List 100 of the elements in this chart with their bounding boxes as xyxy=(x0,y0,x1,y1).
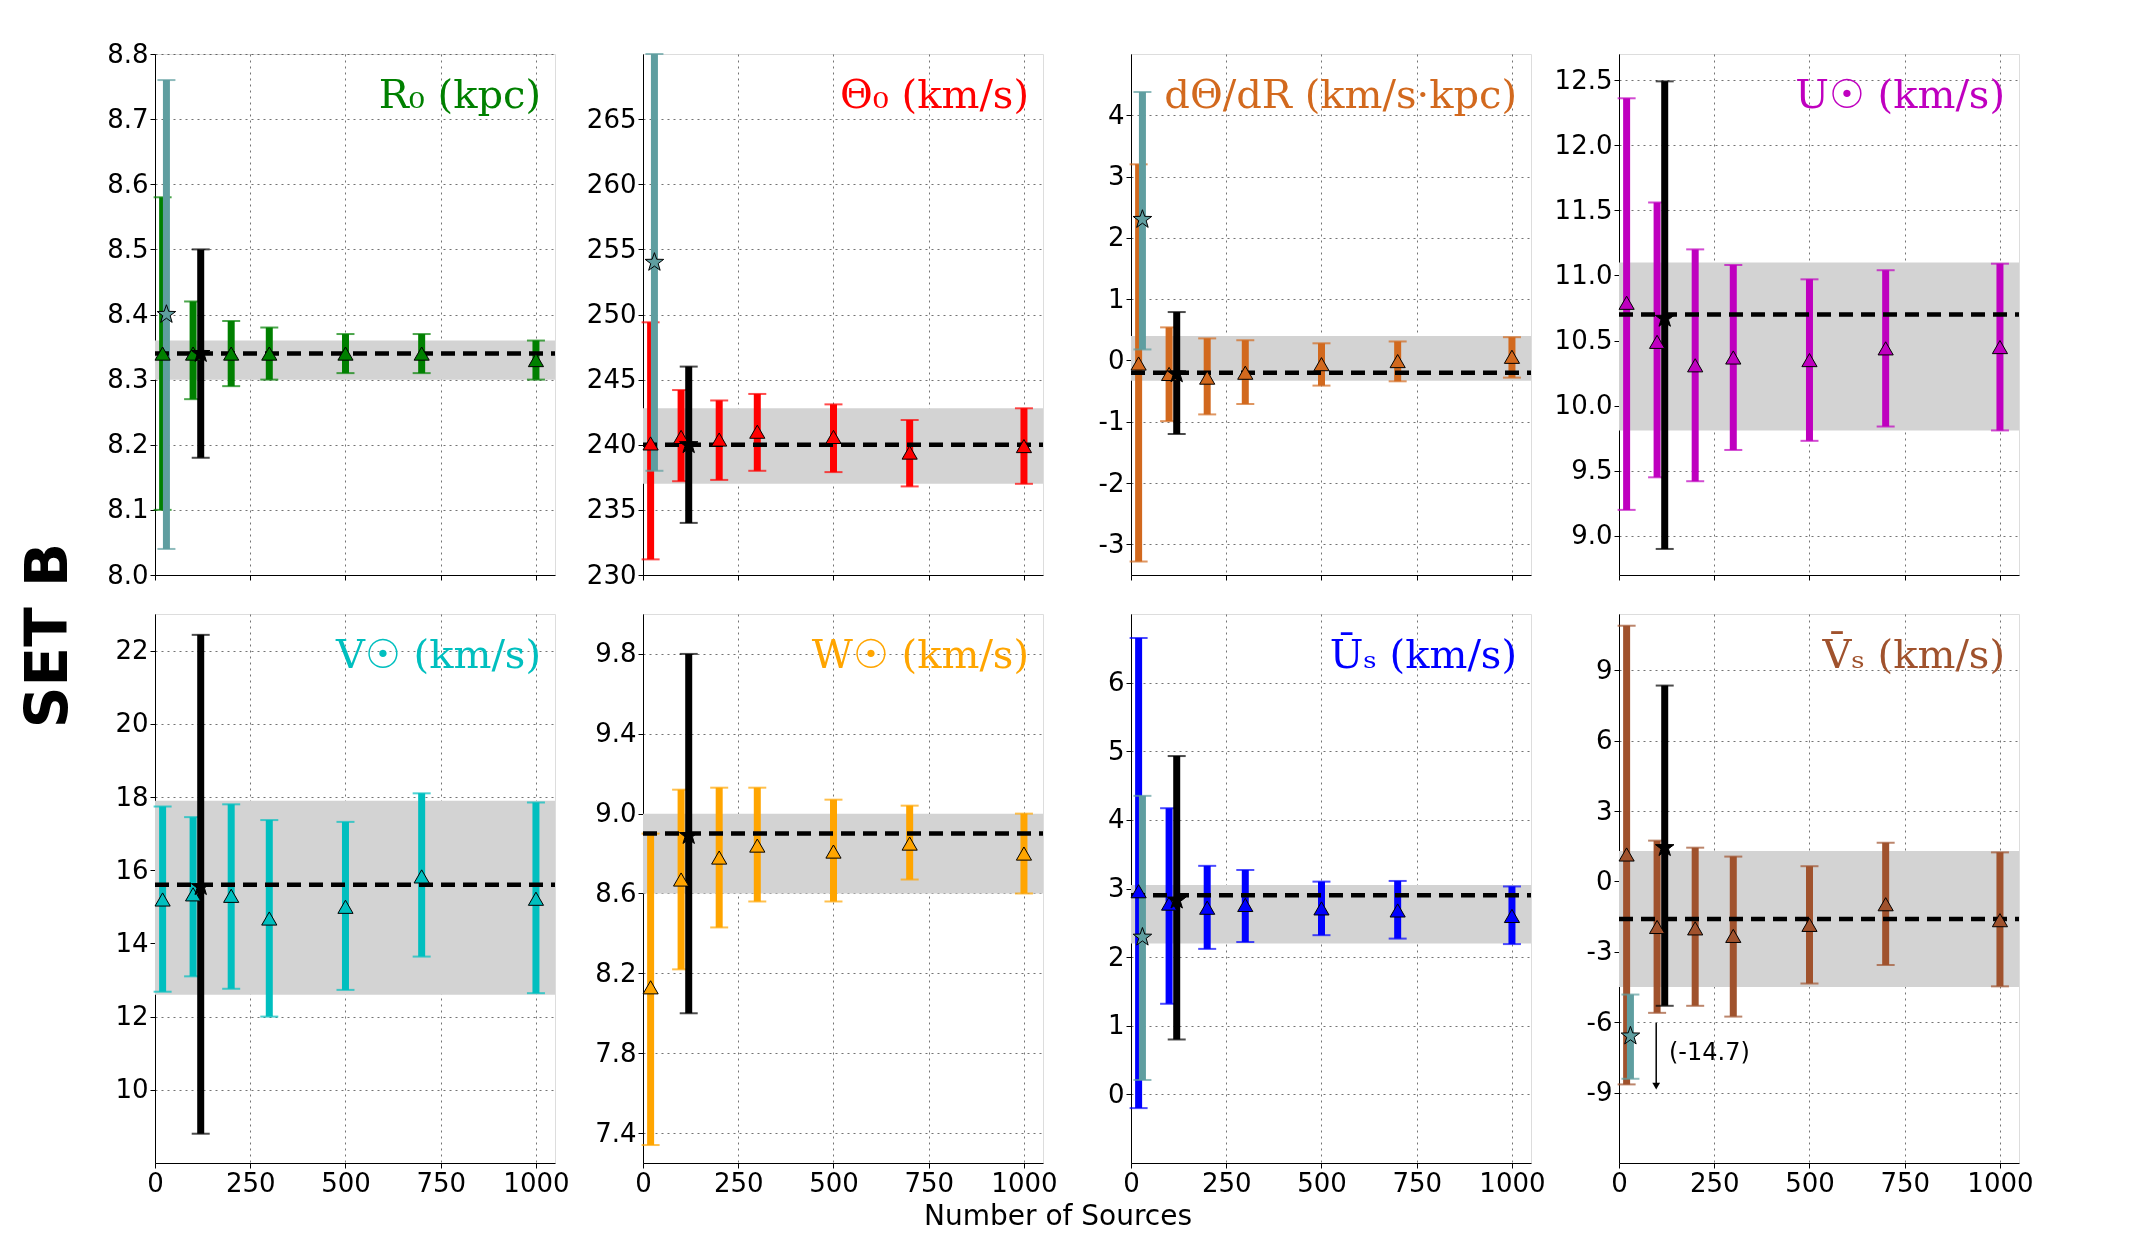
x-tick-label: 750 xyxy=(904,1167,955,1198)
point xyxy=(673,872,690,887)
x-tick-label: 500 xyxy=(321,1167,371,1198)
point xyxy=(154,892,171,907)
y-tick-label: 1 xyxy=(1107,283,1125,314)
point xyxy=(337,899,354,914)
y-tick-label: 14 xyxy=(115,927,149,958)
y-tick-label: 12 xyxy=(115,1001,149,1032)
chart-title: R₀ (kpc) xyxy=(378,71,541,117)
y-tick-label: 9.5 xyxy=(1571,455,1613,486)
y-tick-label: 7.8 xyxy=(595,1037,637,1068)
y-tick-label: 11.0 xyxy=(1554,259,1613,290)
x-tick-label: 1000 xyxy=(1479,1167,1546,1198)
x-tick-label: 250 xyxy=(713,1167,764,1198)
point xyxy=(825,844,842,859)
point xyxy=(1991,913,2009,928)
point xyxy=(1649,919,1666,935)
y-tick-label: 7.4 xyxy=(595,1117,637,1148)
point xyxy=(642,980,659,995)
y-tick-label: 10.0 xyxy=(1554,390,1613,421)
point xyxy=(1618,847,1635,862)
y-tick-label: 9.4 xyxy=(595,718,637,749)
point xyxy=(527,891,545,906)
point xyxy=(711,432,728,447)
y-tick-label: 10 xyxy=(115,1074,149,1105)
x-tick-label: 1000 xyxy=(991,1167,1058,1198)
point xyxy=(1237,365,1254,380)
y-tick-label: 18 xyxy=(115,781,149,812)
x-tick-label: 750 xyxy=(416,1167,467,1198)
point xyxy=(1649,334,1666,349)
point xyxy=(1620,1025,1641,1045)
y-tick-label: 12.5 xyxy=(1554,64,1613,95)
y-tick-label: 5 xyxy=(1107,735,1125,766)
point xyxy=(1877,897,1894,912)
point xyxy=(185,887,202,902)
y-tick-label: 12.0 xyxy=(1554,129,1613,160)
y-tick-label: 20 xyxy=(115,708,149,739)
x-tick-label: 500 xyxy=(809,1167,859,1198)
y-tick-label: -6 xyxy=(1586,1006,1613,1037)
x-tick-label: 250 xyxy=(1201,1167,1252,1198)
point xyxy=(1801,917,1818,932)
y-tick-label: 4 xyxy=(1107,99,1125,130)
annotation: (-14.7) xyxy=(1669,1038,1750,1067)
point xyxy=(1199,900,1216,915)
y-tick-label: 8.5 xyxy=(107,233,149,264)
point xyxy=(711,850,728,865)
y-tick-label: 9 xyxy=(1595,654,1613,685)
y-tick-label: -3 xyxy=(1586,936,1613,967)
y-tick-label: 0 xyxy=(1107,344,1125,375)
y-tick-label: -9 xyxy=(1586,1077,1613,1108)
point xyxy=(1237,897,1254,913)
chart-title: V̄ₛ (km/s) xyxy=(1821,630,2005,677)
x-tick-label: 750 xyxy=(1392,1167,1443,1198)
point xyxy=(1313,901,1330,916)
point xyxy=(749,838,766,853)
x-tick-label: 250 xyxy=(225,1167,276,1198)
point xyxy=(1389,903,1406,918)
point xyxy=(1389,354,1406,369)
x-axis-title: Number of Sources xyxy=(924,1198,1193,1232)
chart-title: dΘ/dR (km/s·kpc) xyxy=(1164,71,1517,117)
chart-title: V☉ (km/s) xyxy=(335,631,541,677)
point xyxy=(1725,350,1742,365)
y-tick-label: 8.1 xyxy=(107,494,149,525)
chart-title: U☉ (km/s) xyxy=(1795,71,2005,117)
y-tick-label: 11.5 xyxy=(1554,194,1613,225)
point xyxy=(1687,358,1704,373)
y-tick-label: 6 xyxy=(1107,667,1125,698)
point xyxy=(1132,926,1153,946)
point xyxy=(223,888,240,903)
y-tick-label: 255 xyxy=(586,233,637,264)
point xyxy=(1130,884,1147,899)
point xyxy=(1801,353,1818,368)
y-tick-label: 8.8 xyxy=(107,38,149,69)
point xyxy=(261,911,278,926)
y-tick-label: 8.6 xyxy=(595,877,637,908)
point xyxy=(1130,356,1147,371)
y-tick-label: 0 xyxy=(1595,865,1613,896)
point xyxy=(749,424,766,439)
point xyxy=(1503,908,1521,924)
chart-title: W☉ (km/s) xyxy=(811,631,1029,677)
y-tick-label: -3 xyxy=(1098,528,1125,559)
y-tick-label: 9.8 xyxy=(595,638,637,669)
chart-title: Ūₛ (km/s) xyxy=(1329,631,1517,677)
point xyxy=(1725,928,1742,943)
y-axis-title: SET B xyxy=(12,542,81,729)
y-tick-label: 8.6 xyxy=(107,168,149,199)
x-tick-label: 1000 xyxy=(1967,1167,2034,1198)
y-tick-label: -2 xyxy=(1098,467,1125,498)
y-tick-label: 245 xyxy=(586,364,637,395)
x-tick-label: 500 xyxy=(1785,1167,1835,1198)
y-tick-label: 8.2 xyxy=(107,429,149,460)
y-tick-label: 4 xyxy=(1107,804,1125,835)
x-tick-label: 1000 xyxy=(503,1167,570,1198)
point xyxy=(1877,341,1894,356)
point xyxy=(901,445,918,460)
point xyxy=(825,429,842,444)
x-tick-label: 750 xyxy=(1880,1167,1931,1198)
y-tick-label: 10.5 xyxy=(1554,325,1613,356)
y-tick-label: 0 xyxy=(1107,1078,1125,1109)
point xyxy=(1199,370,1216,385)
